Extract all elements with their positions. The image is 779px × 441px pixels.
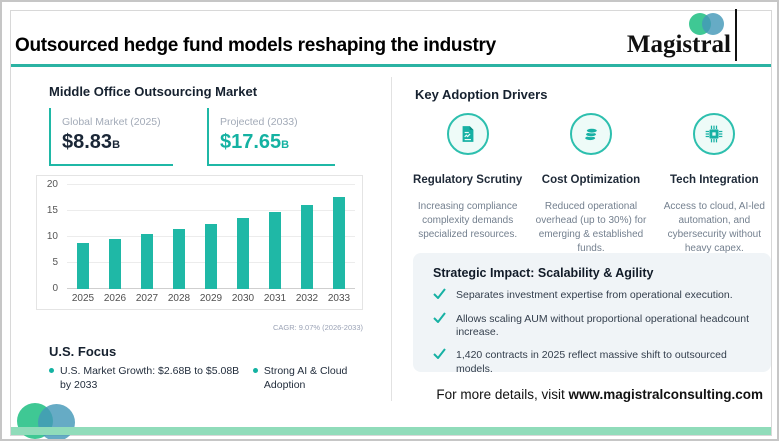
chart-bar-cell	[227, 185, 259, 289]
driver-card-cost: Cost Optimization Reduced operational ov…	[532, 113, 649, 256]
footer-accent-bar	[11, 427, 771, 435]
chart-plot-area	[67, 184, 355, 289]
us-focus-bullets: U.S. Market Growth: $2.68B to $5.08B by …	[49, 364, 379, 392]
logo-divider	[735, 9, 737, 61]
coins-icon	[569, 113, 612, 155]
impact-item-text: Allows scaling AUM without proportional …	[456, 312, 750, 339]
chart-bar-cell	[67, 185, 99, 289]
page-title: Outsourced hedge fund models reshaping t…	[15, 35, 496, 56]
y-axis-tick: 10	[46, 231, 58, 242]
driver-description: Access to cloud, AI-led automation, and …	[663, 201, 765, 254]
driver-description: Increasing compliance complexity demands…	[417, 201, 518, 240]
chart-bar	[77, 243, 89, 289]
footer-url-link[interactable]: www.magistralconsulting.com	[568, 387, 763, 402]
check-icon	[433, 348, 446, 376]
magistral-logo-icon	[17, 403, 79, 439]
driver-card-tech: Tech Integration Access to cloud, AI-led…	[656, 113, 773, 256]
chart-bar	[237, 218, 249, 289]
bullet-dot-icon	[252, 368, 258, 373]
bar-chart: 0 5 10 15 20 2025 2026 2027 2028 2029 2030 2031 203…	[36, 175, 363, 310]
y-axis-tick: 5	[52, 257, 58, 268]
chart-bar-cell	[195, 185, 227, 289]
chart-bar-cell	[163, 185, 195, 289]
list-item: Allows scaling AUM without proportional …	[433, 312, 753, 340]
bullet-dot-icon	[49, 368, 54, 373]
chip-icon	[693, 113, 736, 155]
chart-bar-cell	[291, 185, 323, 289]
drivers-heading: Key Adoption Drivers	[415, 87, 548, 102]
x-axis-tick: 2025	[71, 293, 95, 304]
y-axis-tick: 15	[46, 205, 58, 216]
y-axis-tick: 20	[46, 179, 58, 190]
chart-bar	[333, 197, 345, 289]
logo-circle-blue	[38, 404, 75, 439]
magistral-logo-icon	[689, 13, 725, 36]
us-focus-heading: U.S. Focus	[49, 344, 117, 359]
x-axis-tick: 2028	[167, 293, 191, 304]
content-frame: Outsourced hedge fund models reshaping t…	[10, 9, 773, 439]
check-icon	[433, 288, 446, 304]
chart-y-axis: 0 5 10 15 20	[37, 179, 62, 294]
chart-bar-cell	[99, 185, 131, 289]
gridline	[67, 184, 355, 185]
stat-label: Global Market (2025)	[62, 116, 161, 128]
bullet-text: U.S. Market Growth: $2.68B to $5.08B by …	[60, 365, 240, 392]
gridline	[67, 210, 355, 211]
x-axis-tick: 2032	[295, 293, 319, 304]
driver-title: Tech Integration	[670, 173, 759, 186]
impact-heading: Strategic Impact: Scalability & Agility	[433, 266, 654, 280]
stat-card-projected: Projected (2033) $17.65B	[207, 108, 335, 166]
stat-label: Projected (2033)	[220, 116, 298, 128]
stat-unit: B	[281, 139, 290, 151]
chart-bar	[141, 234, 153, 289]
list-item: U.S. Market Growth: $2.68B to $5.08B by …	[49, 364, 245, 392]
x-axis-tick: 2031	[263, 293, 287, 304]
chart-bars	[67, 185, 355, 289]
footer-prefix: For more details, visit	[436, 387, 565, 402]
left-section-heading: Middle Office Outsourcing Market	[49, 84, 258, 99]
drivers-row: Regulatory Scrutiny Increasing complianc…	[409, 113, 773, 256]
stat-value: $8.83B	[62, 131, 121, 153]
chart-bar	[205, 224, 217, 289]
strategic-impact-panel: Strategic Impact: Scalability & Agility …	[413, 253, 771, 375]
x-axis-tick: 2033	[327, 293, 351, 304]
list-item: 1,420 contracts in 2025 reflect massive …	[433, 348, 753, 376]
x-axis-tick: 2026	[103, 293, 127, 304]
header-rule	[11, 64, 771, 67]
x-axis-tick: 2030	[231, 293, 255, 304]
bullet-text: Strong AI & Cloud Adoption	[263, 365, 348, 392]
logo-circle-blue	[702, 13, 724, 35]
stat-value: $17.65B	[220, 131, 290, 153]
driver-card-regulatory: Regulatory Scrutiny Increasing complianc…	[409, 113, 526, 256]
chart-bar-cell	[131, 185, 163, 289]
y-axis-tick: 0	[52, 283, 58, 294]
chart-bar	[109, 238, 121, 289]
chart-bar-cell	[259, 185, 291, 289]
chart-bar-cell	[323, 185, 355, 289]
list-item: Strong AI & Cloud Adoption	[252, 364, 379, 392]
document-icon	[446, 113, 489, 155]
column-divider	[391, 77, 392, 401]
chart-bar	[269, 211, 281, 289]
chart-bar	[301, 204, 313, 289]
chart-x-axis: 2025 2026 2027 2028 2029 2030 2031 2032 2033	[67, 293, 355, 304]
stat-card-global-market: Global Market (2025) $8.83B	[49, 108, 173, 166]
check-icon	[433, 312, 446, 340]
x-axis-tick: 2027	[135, 293, 159, 304]
list-item: Separates investment expertise from oper…	[433, 288, 753, 304]
x-axis-tick: 2029	[199, 293, 223, 304]
driver-title: Cost Optimization	[541, 173, 641, 186]
chart-bar	[173, 229, 185, 289]
footer-note: For more details, visit www.magistralcon…	[436, 387, 763, 402]
impact-item-text: Separates investment expertise from oper…	[456, 289, 733, 301]
impact-item-text: 1,420 contracts in 2025 reflect massive …	[456, 348, 727, 375]
driver-description: Reduced operational overhead (up to 30%)…	[535, 201, 647, 254]
stat-unit: B	[112, 139, 121, 151]
cagr-note: CAGR: 9.07% (2026-2033)	[272, 323, 363, 332]
brand-name: Magistral	[626, 31, 731, 58]
driver-title: Regulatory Scrutiny	[413, 173, 523, 186]
